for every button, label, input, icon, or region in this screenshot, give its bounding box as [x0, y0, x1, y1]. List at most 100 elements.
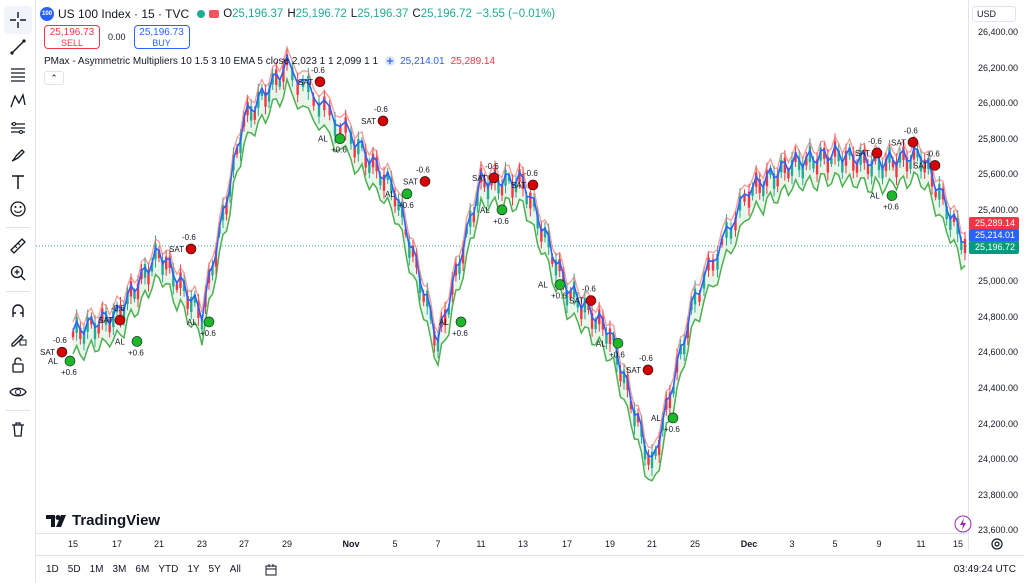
candle-body [147, 270, 150, 285]
candle-body [765, 170, 769, 187]
candle-body [633, 410, 636, 427]
time-label: 29 [281, 539, 293, 549]
candle-body [772, 173, 776, 189]
price-chart[interactable]: -0.6SAT+0.6AL-0.6SAT+0.6AL-0.6SAT+0.6AL-… [36, 0, 968, 533]
candle-body [683, 340, 686, 355]
buy-label: BUY [152, 38, 171, 48]
sell-signal-marker [642, 364, 654, 376]
magnet-icon[interactable] [4, 297, 32, 325]
candle-body [472, 212, 476, 223]
price-label: 26,400.00 [978, 27, 1019, 37]
buy-button[interactable]: 25,196.73 BUY [133, 25, 190, 49]
candle-body [249, 106, 253, 121]
candle-body [143, 264, 147, 278]
emoji-icon[interactable] [4, 195, 32, 223]
range-1y[interactable]: 1Y [187, 564, 200, 575]
candle-body [257, 91, 260, 108]
range-1m[interactable]: 1M [89, 564, 104, 575]
brush-icon[interactable] [4, 141, 32, 169]
lock-drawings-icon[interactable] [4, 324, 32, 352]
sell-signal-marker [585, 295, 597, 306]
buy-signal-marker [455, 316, 467, 328]
time-label: 19 [604, 539, 616, 549]
range-5y[interactable]: 5Y [208, 564, 221, 575]
candle-body [253, 110, 256, 120]
candle-body [636, 413, 640, 423]
price-tag: 25,214.01 [969, 229, 1019, 242]
time-label: 5 [392, 539, 398, 549]
candle-body [934, 191, 937, 198]
range-ytd[interactable]: YTD [158, 564, 179, 575]
tradingview-logo-icon [46, 514, 66, 527]
price-label: 26,000.00 [978, 98, 1019, 109]
price-label: 24,600.00 [978, 347, 1019, 358]
scale-settings-icon[interactable] [990, 537, 1004, 551]
goto-date-icon[interactable] [264, 563, 278, 577]
candle-body [301, 79, 305, 88]
candle-body [360, 140, 364, 148]
indicator-legend[interactable]: PMax - Asymmetric Multipliers 10 1.5 3 1… [44, 55, 495, 67]
unlock-icon[interactable] [4, 351, 32, 379]
candle-body [82, 330, 86, 344]
signal-label: SAT [891, 138, 906, 147]
candle-body [565, 290, 569, 306]
ruler-icon[interactable] [4, 232, 32, 260]
candle-body [246, 101, 249, 116]
signal-label: AL [187, 318, 197, 327]
time-scale[interactable] [36, 533, 968, 555]
fib-icon[interactable] [4, 60, 32, 88]
crosshair-icon[interactable] [4, 6, 32, 34]
candle-body [543, 227, 547, 238]
tradingview-logo[interactable]: TradingView [46, 512, 160, 529]
candle-body [75, 317, 78, 333]
lightning-alert-icon[interactable] [954, 515, 972, 533]
candle-body [801, 164, 804, 179]
indicator-name[interactable]: PMax - Asymmetric Multipliers 10 1.5 3 1… [44, 55, 379, 67]
signal-label: SAT [298, 78, 313, 87]
zoom-icon[interactable] [4, 259, 32, 287]
candle-body [808, 146, 812, 163]
currency-selector[interactable]: USD [972, 6, 1016, 22]
market-open-icon [197, 10, 206, 18]
candle-body [776, 174, 779, 187]
symbol-title[interactable]: US 100 Index · 15 · TVC [58, 7, 190, 21]
symbol-logo[interactable]: 100 [40, 7, 54, 21]
eye-icon[interactable] [4, 378, 32, 406]
signal-value: +0.6 [331, 146, 347, 155]
price-label: 23,600.00 [978, 525, 1019, 536]
pattern-icon[interactable] [4, 87, 32, 115]
signal-label: SAT [40, 348, 55, 357]
ema-line [72, 53, 966, 458]
candle-body [895, 161, 898, 178]
candle-body [594, 321, 597, 330]
text-icon[interactable] [4, 168, 32, 196]
candle-body [787, 171, 790, 179]
buy-signal-marker [612, 337, 624, 349]
buy-signal-marker [886, 190, 898, 201]
range-5d[interactable]: 5D [67, 564, 81, 575]
trash-icon[interactable] [4, 415, 32, 443]
candle-body [518, 169, 521, 183]
price-scale[interactable] [968, 0, 1024, 551]
candle-body [461, 248, 465, 264]
measure-icon[interactable] [4, 114, 32, 142]
indicator-data-icon [385, 56, 396, 66]
candle-body [751, 186, 754, 196]
candle-body [863, 149, 866, 164]
signal-value: -0.6 [639, 354, 653, 363]
close-key: C [412, 8, 421, 20]
candle-body [912, 143, 916, 160]
range-all[interactable]: All [229, 564, 241, 575]
candle-body [619, 370, 622, 382]
price-label: 24,000.00 [978, 454, 1019, 465]
collapse-legend-button[interactable]: ⌃ [44, 71, 64, 85]
range-6m[interactable]: 6M [135, 564, 150, 575]
utc-clock[interactable]: 03:49:24 UTC [953, 564, 1016, 575]
candle-body [90, 316, 93, 325]
range-1d[interactable]: 1D [46, 564, 59, 575]
range-3m[interactable]: 3M [112, 564, 127, 575]
sell-signal-marker [377, 115, 389, 127]
trend-line-icon[interactable] [4, 33, 32, 61]
signal-value: +0.6 [398, 201, 414, 210]
sell-button[interactable]: 25,196.73 SELL [44, 25, 100, 49]
